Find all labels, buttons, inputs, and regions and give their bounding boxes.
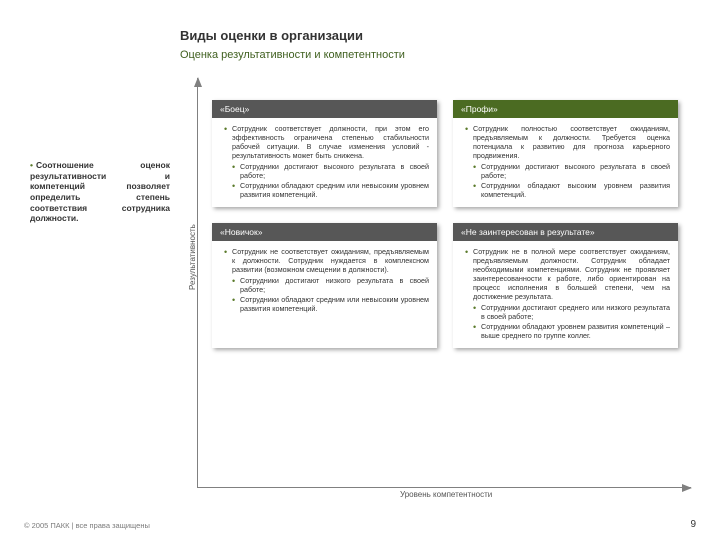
side-note-text: Соотношение оценок результативности и ко… <box>30 160 170 223</box>
card-header-newbie: «Новичок» <box>212 223 437 241</box>
card-header-pro: «Профи» <box>453 100 678 118</box>
card-bottom-right: «Не заинтересован в результате» Сотрудни… <box>453 223 678 348</box>
card-bullet: Сотрудники обладают средним или невысоки… <box>224 181 429 199</box>
card-intro: Сотрудник не в полной мере соответствует… <box>465 247 670 301</box>
page-subtitle: Оценка результативности и компетентности <box>180 49 405 61</box>
card-bullet: Сотрудники обладают средним или невысоки… <box>224 295 429 313</box>
card-bullet: Сотрудники обладают высоким уровнем разв… <box>465 181 670 199</box>
card-intro: Сотрудник полностью соответствует ожидан… <box>465 124 670 160</box>
quadrant-grid: «Боец» Сотрудник соответствует должности… <box>212 100 678 348</box>
card-body-disengaged: Сотрудник не в полной мере соответствует… <box>453 241 678 348</box>
card-body-pro: Сотрудник полностью соответствует ожидан… <box>453 118 678 207</box>
y-axis-arrow <box>197 78 198 488</box>
card-intro: Сотрудник соответствует должности, при э… <box>224 124 429 160</box>
card-bullet: Сотрудники достигают низкого результата … <box>224 276 429 294</box>
card-header-disengaged: «Не заинтересован в результате» <box>453 223 678 241</box>
card-bullet: Сотрудники достигают высокого результата… <box>224 162 429 180</box>
x-axis-label: Уровень компетентности <box>400 490 492 499</box>
card-intro: Сотрудник не соответствует ожиданиям, пр… <box>224 247 429 274</box>
x-axis-arrow <box>197 487 691 488</box>
card-top-left: «Боец» Сотрудник соответствует должности… <box>212 100 437 207</box>
card-bullet: Сотрудники обладают уровнем развития ком… <box>465 322 670 340</box>
card-bottom-left: «Новичок» Сотрудник не соответствует ожи… <box>212 223 437 348</box>
card-bullet: Сотрудники достигают среднего или низког… <box>465 303 670 321</box>
card-body-fighter: Сотрудник соответствует должности, при э… <box>212 118 437 207</box>
card-top-right: «Профи» Сотрудник полностью соответствуе… <box>453 100 678 207</box>
card-header-fighter: «Боец» <box>212 100 437 118</box>
header-block: Виды оценки в организации Оценка результ… <box>180 28 405 61</box>
page-number: 9 <box>690 519 696 530</box>
card-body-newbie: Сотрудник не соответствует ожиданиям, пр… <box>212 241 437 321</box>
y-axis-label: Результативность <box>188 224 197 290</box>
card-bullet: Сотрудники достигают высокого результата… <box>465 162 670 180</box>
page-title: Виды оценки в организации <box>180 28 405 43</box>
side-note: •Соотношение оценок результативности и к… <box>30 160 170 224</box>
footer-copyright: © 2005 ПАКК | все права защищены <box>24 521 150 530</box>
